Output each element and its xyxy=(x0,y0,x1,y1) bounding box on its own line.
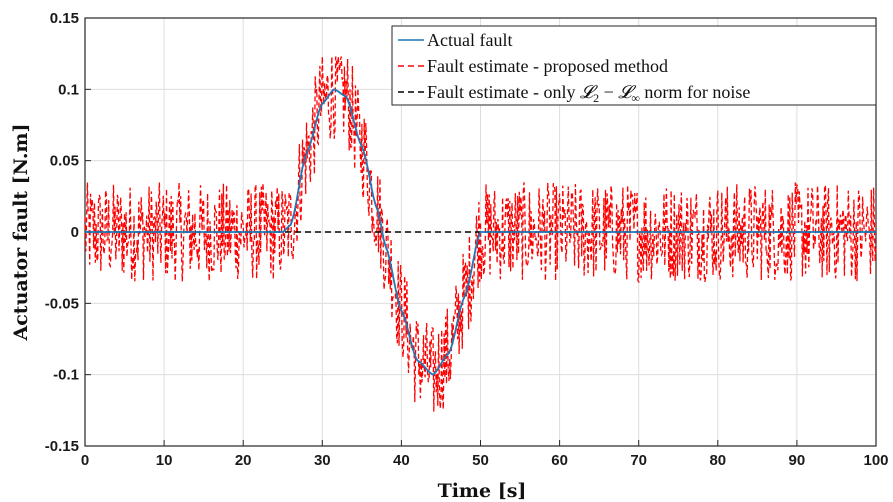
y-axis-label: Actuator fault [N.m] xyxy=(10,123,32,341)
x-tick-label: 40 xyxy=(393,452,410,469)
y-tick-label: 0.15 xyxy=(50,10,79,27)
x-tick-label: 30 xyxy=(314,452,331,469)
legend-label-actual: Actual fault xyxy=(427,30,512,50)
y-tick-label: -0.05 xyxy=(45,295,79,312)
x-tick-label: 70 xyxy=(630,452,647,469)
x-tick-label: 90 xyxy=(789,452,806,469)
y-tick-label: 0.05 xyxy=(50,153,79,170)
y-tick-label: 0 xyxy=(71,224,79,241)
y-tick-label: -0.1 xyxy=(53,367,79,384)
x-axis-label: Time [s] xyxy=(438,480,527,502)
legend-label-l2linf: Fault estimate - only 𝓛2 − 𝓛∞ norm for n… xyxy=(427,82,750,105)
x-tick-label: 50 xyxy=(472,452,489,469)
x-tick-label: 80 xyxy=(709,452,726,469)
y-tick-label: -0.15 xyxy=(45,438,79,455)
x-tick-label: 100 xyxy=(863,452,888,469)
x-tick-label: 60 xyxy=(551,452,568,469)
x-tick-label: 20 xyxy=(235,452,252,469)
y-tick-label: 0.1 xyxy=(58,81,79,98)
legend: Actual fault Fault estimate - proposed m… xyxy=(392,26,876,105)
legend-label-proposed: Fault estimate - proposed method xyxy=(427,56,668,76)
x-tick-label: 10 xyxy=(156,452,173,469)
x-tick-label: 0 xyxy=(81,452,89,469)
